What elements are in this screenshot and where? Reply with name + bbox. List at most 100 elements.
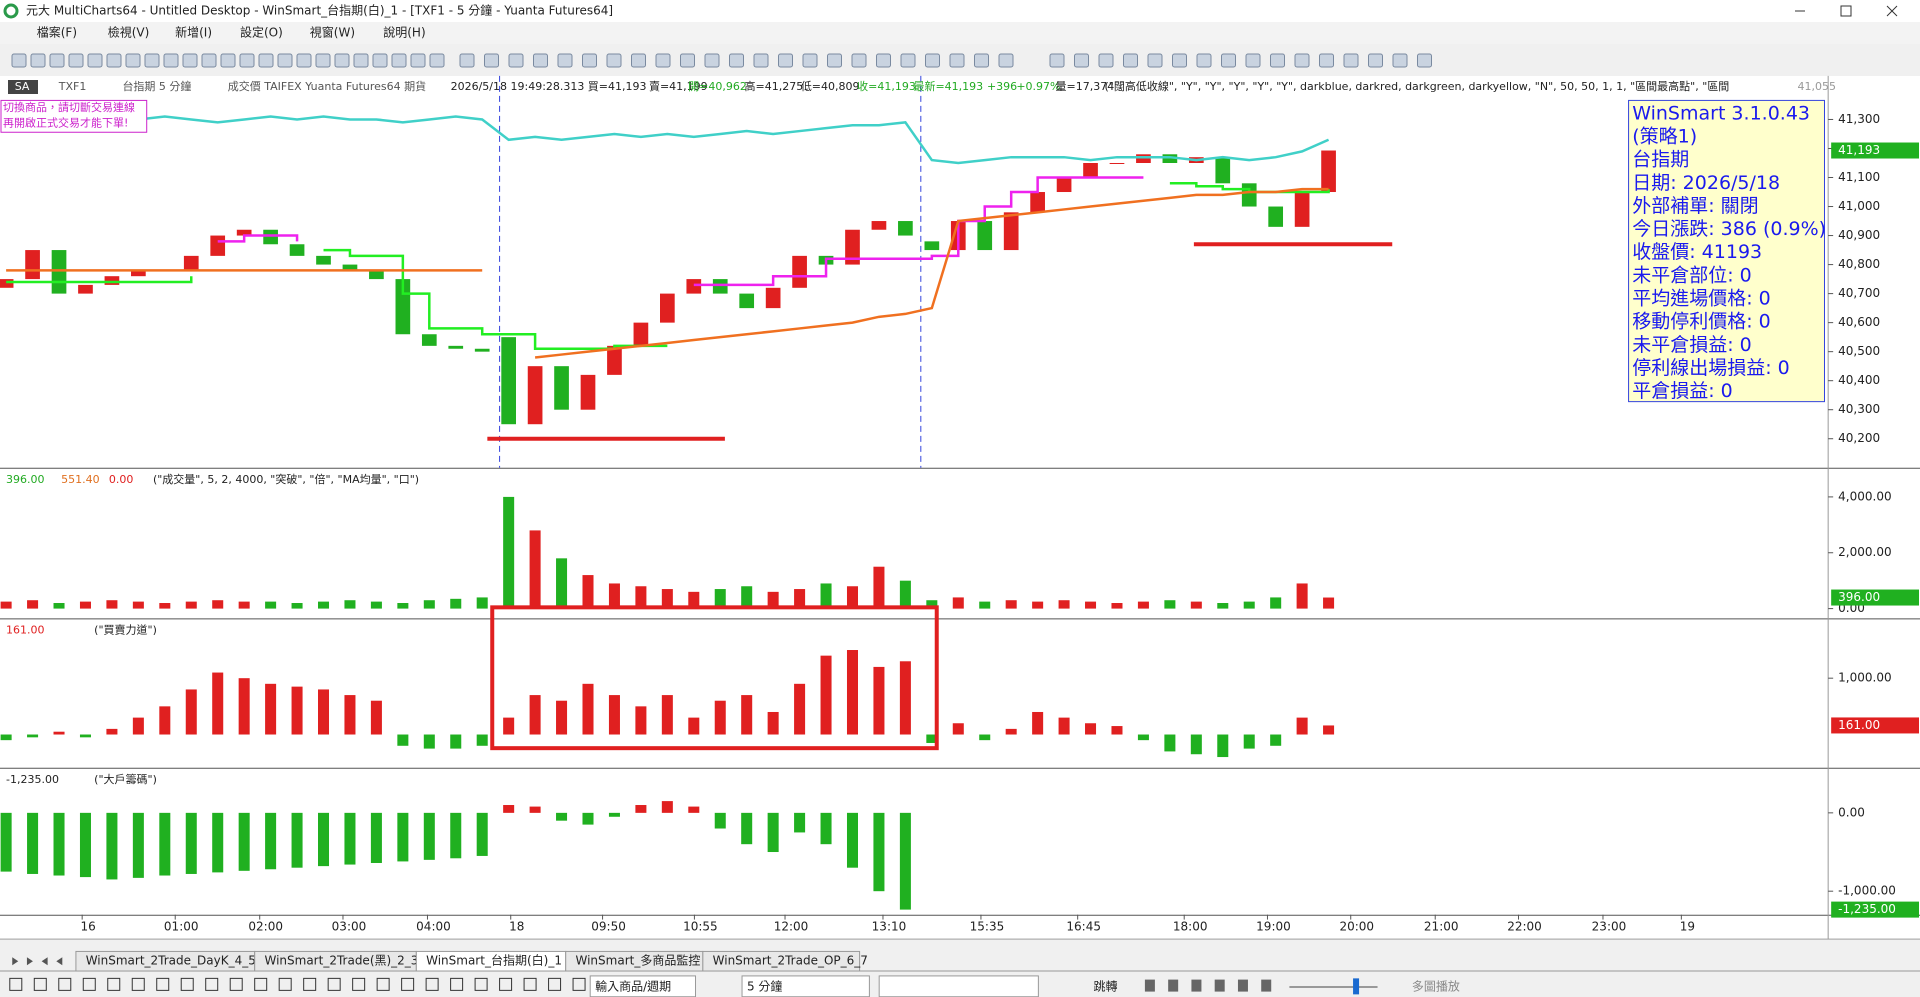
toolbar-button[interactable] [125, 53, 141, 68]
toolbar-button[interactable] [163, 53, 179, 68]
toolbar-button[interactable] [1074, 53, 1089, 68]
drawing-tool[interactable] [131, 977, 145, 991]
drawing-tool[interactable] [205, 977, 219, 991]
drawing-tool[interactable] [499, 977, 513, 991]
tab-label[interactable]: WinSmart_台指期(白)_1 [426, 953, 562, 968]
toolbar-button[interactable] [729, 53, 744, 68]
toolbar-button[interactable] [1172, 53, 1187, 68]
toolbar-button[interactable] [1196, 53, 1212, 68]
toolbar-button[interactable] [11, 53, 27, 68]
tab-nav[interactable] [56, 957, 63, 966]
multi-play-button[interactable]: 多圖播放 [1412, 978, 1460, 993]
tab-label[interactable]: WinSmart_2Trade(黑)_2_3 [264, 954, 418, 968]
toolbar-button[interactable] [258, 53, 274, 68]
drawing-tool[interactable] [401, 977, 415, 991]
drawing-tool[interactable] [303, 977, 317, 991]
playback-button[interactable] [1144, 979, 1155, 992]
toolbar-button[interactable] [459, 53, 475, 68]
speed-thumb[interactable] [1353, 978, 1360, 995]
toolbar-button[interactable] [606, 53, 622, 68]
toolbar-button[interactable] [508, 53, 524, 68]
drawing-tool[interactable] [229, 977, 243, 991]
toolbar-button[interactable] [87, 53, 103, 68]
toolbar-button[interactable] [680, 53, 695, 68]
drawing-tool[interactable] [352, 977, 366, 991]
toolbar-button[interactable] [557, 53, 573, 68]
menu-item[interactable]: 視窗(W) [310, 25, 355, 40]
tab[interactable] [702, 950, 861, 972]
toolbar-button[interactable] [998, 53, 1014, 68]
toolbar-button[interactable] [410, 53, 426, 68]
toolbar-button[interactable] [851, 53, 867, 68]
menu-item[interactable]: 說明(H) [383, 26, 425, 40]
toolbar-button[interactable] [1049, 53, 1065, 68]
toolbar-button[interactable] [876, 53, 891, 68]
toolbar-button[interactable] [1294, 53, 1310, 68]
drawing-tool[interactable] [156, 977, 170, 991]
toolbar-button[interactable] [353, 53, 369, 68]
toolbar-button[interactable] [655, 53, 671, 68]
tab-label[interactable]: WinSmart_多商品監控 [576, 953, 701, 968]
toolbar-button[interactable] [429, 53, 445, 68]
toolbar-button[interactable] [778, 53, 793, 68]
toolbar-button[interactable] [925, 53, 940, 68]
toolbar-button[interactable] [631, 53, 646, 68]
toolbar-button[interactable] [296, 53, 312, 68]
menu-item[interactable]: 新增(I) [175, 25, 212, 40]
dropdown-label[interactable]: 5 分鐘 [747, 978, 782, 993]
menu-item[interactable]: 檢視(V) [108, 25, 150, 40]
toolbar-button[interactable] [1417, 53, 1432, 68]
playback-button[interactable] [1237, 979, 1248, 992]
drawing-tool[interactable] [254, 977, 268, 991]
toolbar-button[interactable] [391, 53, 407, 68]
tab-label[interactable]: WinSmart_2Trade_DayK_4_5 [86, 954, 256, 968]
tab-nav[interactable] [12, 957, 19, 966]
tab-nav[interactable] [41, 957, 48, 966]
drawing-tool[interactable] [450, 977, 464, 991]
tab-nav[interactable] [26, 957, 33, 966]
toolbar-button[interactable] [802, 53, 818, 68]
drawing-tool[interactable] [376, 977, 390, 991]
toolbar-button[interactable] [372, 53, 388, 68]
toolbar-button[interactable] [144, 53, 160, 68]
drawing-tool[interactable] [180, 977, 194, 991]
toolbar-button[interactable] [974, 53, 989, 68]
drawing-tool[interactable] [9, 977, 23, 991]
toolbar-button[interactable] [1319, 53, 1334, 68]
toolbar-button[interactable] [1123, 53, 1138, 68]
toolbar-button[interactable] [334, 53, 350, 68]
toolbar-button[interactable] [827, 53, 842, 68]
menu-item[interactable]: 檔案(F) [37, 26, 77, 40]
drawing-tool[interactable] [474, 977, 488, 991]
drawing-tool[interactable] [548, 977, 562, 991]
toolbar-button[interactable] [1392, 53, 1408, 68]
toolbar-button[interactable] [182, 53, 198, 68]
toolbar-button[interactable] [239, 53, 255, 68]
toolbar-button[interactable] [753, 53, 769, 68]
toolbar-button[interactable] [201, 53, 217, 68]
drawing-tool[interactable] [523, 977, 537, 991]
toolbar-button[interactable] [1098, 53, 1114, 68]
toolbar-button[interactable] [1368, 53, 1383, 68]
drawing-tool[interactable] [572, 977, 586, 991]
drawing-tool[interactable] [82, 977, 96, 991]
toolbar-button[interactable] [1221, 53, 1236, 68]
drawing-tool[interactable] [278, 977, 292, 991]
toolbar-button[interactable] [220, 53, 236, 68]
menu-item[interactable]: 設定(O) [240, 25, 283, 40]
toolbar-button[interactable] [68, 53, 84, 68]
toolbar-button[interactable] [900, 53, 916, 68]
jump-button[interactable]: 跳轉 [1093, 979, 1117, 993]
playback-button[interactable] [1191, 979, 1202, 992]
toolbar-button[interactable] [315, 53, 331, 68]
toolbar-button[interactable] [1343, 53, 1359, 68]
drawing-tool[interactable] [33, 977, 47, 991]
toolbar-button[interactable] [277, 53, 293, 68]
tab-label[interactable]: WinSmart_2Trade_OP_6_7 [713, 954, 868, 968]
toolbar-button[interactable] [484, 53, 499, 68]
toolbar-button[interactable] [30, 53, 46, 68]
toolbar-button[interactable] [49, 53, 65, 68]
drawing-tool[interactable] [58, 977, 72, 991]
toolbar-button[interactable] [949, 53, 965, 68]
playback-button[interactable] [1168, 979, 1179, 992]
